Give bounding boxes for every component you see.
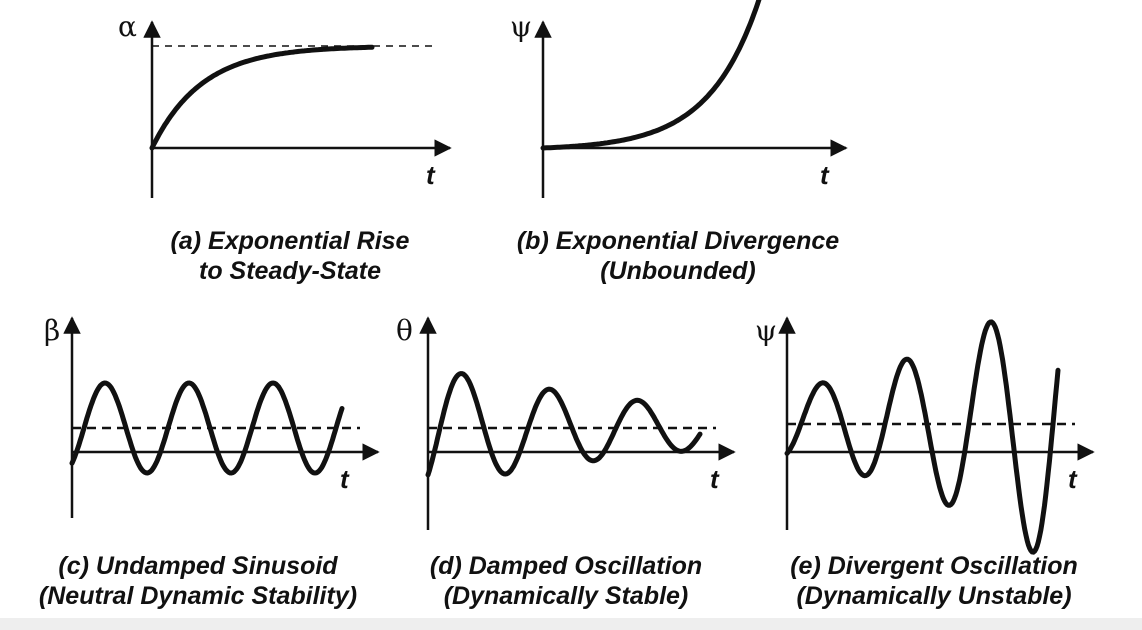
- panel-e-caption: (e) Divergent Oscillation (Dynamically U…: [790, 551, 1078, 611]
- panel-d-curve: [425, 371, 703, 478]
- panel-a-caption-line2: to Steady-State: [199, 257, 381, 285]
- panel-c-caption: (c) Undamped Sinusoid (Neutral Dynamic S…: [39, 551, 357, 611]
- panel-b-caption-line1: (b) Exponential Divergence: [516, 227, 840, 255]
- panel-c-y-label: β: [44, 314, 60, 347]
- panel-b: ψ t: [510, 0, 848, 198]
- panel-a-caption-line1: (a) Exponential Rise: [170, 227, 410, 255]
- panel-a-curve: [149, 44, 375, 151]
- panel-e-caption-line2: (Dynamically Unstable): [796, 582, 1072, 610]
- panel-d-caption-line1: (d) Damped Oscillation: [429, 552, 703, 580]
- panel-c-x-label: t: [340, 464, 350, 494]
- bottom-strip: [0, 618, 1142, 630]
- panel-e-y-label: ψ: [755, 314, 777, 347]
- panel-d-caption-line2: (Dynamically Stable): [443, 582, 689, 610]
- panel-e-caption-line1: (e) Divergent Oscillation: [790, 552, 1078, 580]
- panel-d-caption: (d) Damped Oscillation (Dynamically Stab…: [430, 551, 702, 611]
- panel-a-x-label: t: [426, 160, 436, 190]
- panel-c-caption-line1: (c) Undamped Sinusoid: [58, 552, 338, 580]
- panel-d-y-label: θ: [396, 314, 413, 347]
- panel-b-caption: (b) Exponential Divergence (Unbounded): [517, 226, 839, 286]
- panel-a-y-label: α: [118, 10, 137, 43]
- panel-e-x-label: t: [1068, 464, 1078, 494]
- panel-a-caption: (a) Exponential Rise to Steady-State: [171, 226, 410, 286]
- panel-c-curve: [69, 380, 345, 476]
- panel-c: β t: [44, 314, 380, 518]
- panel-a: α t: [118, 10, 452, 198]
- panel-d: θ t: [396, 314, 736, 530]
- panel-e-curve: [784, 319, 1061, 555]
- panel-c-caption-line2: (Neutral Dynamic Stability): [38, 582, 358, 610]
- panel-b-curve: [540, 0, 762, 151]
- panel-d-x-label: t: [710, 464, 720, 494]
- panel-b-x-label: t: [820, 160, 830, 190]
- panel-b-y-label: ψ: [510, 10, 532, 43]
- panel-e: ψ t: [755, 314, 1095, 555]
- panel-b-caption-line2: (Unbounded): [600, 257, 756, 285]
